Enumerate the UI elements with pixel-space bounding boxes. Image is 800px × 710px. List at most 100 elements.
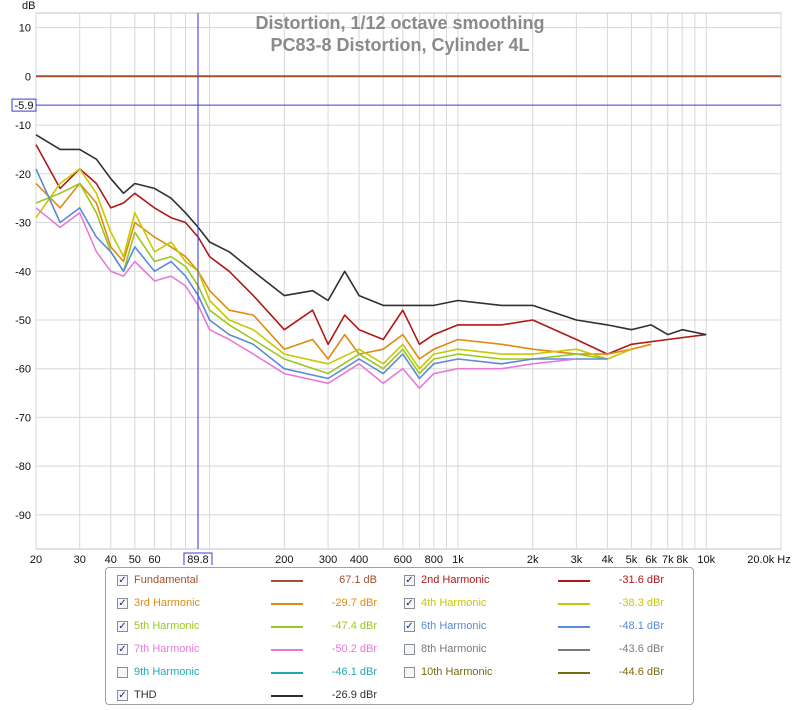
x-axis: 20 30 40 50 60 200 300 400 600 800 1k 2k 3k 4k 5k 6k 7k 8…	[30, 554, 791, 565]
legend-swatch	[558, 649, 590, 651]
x-tick-label: 5k	[626, 554, 638, 565]
legend-checkbox[interactable]	[117, 667, 128, 678]
legend-checkbox[interactable]: ✓	[117, 690, 128, 701]
legend-swatch	[271, 695, 303, 697]
x-tick-label: 300	[319, 554, 337, 565]
x-tick-label: 10k	[697, 554, 715, 565]
legend-value: -44.6 dBr	[618, 666, 664, 678]
plot-area	[35, 12, 782, 550]
x-tick-label: 30	[74, 554, 86, 565]
legend-checkbox[interactable]: ✓	[117, 621, 128, 632]
legend-swatch	[558, 626, 590, 628]
y-tick-label: -80	[15, 461, 31, 473]
y-axis-label: dB	[22, 0, 35, 12]
legend-item-4th-harmonic[interactable]: ✓ 4th Harmonic -38.3 dBr	[404, 597, 684, 613]
legend-item-9th-harmonic[interactable]: 9th Harmonic -46.1 dBr	[117, 666, 397, 682]
x-tick-label: 60	[148, 554, 160, 565]
legend-item-2nd-harmonic[interactable]: ✓ 2nd Harmonic -31.6 dBr	[404, 574, 684, 590]
y-tick-label: 10	[19, 23, 31, 35]
series-line-6th-harmonic	[35, 168, 608, 380]
grid	[35, 13, 782, 549]
y-tick-label: -70	[15, 412, 31, 424]
x-tick-label: 4k	[602, 554, 614, 565]
legend-label: 4th Harmonic	[421, 597, 487, 609]
legend-value: -50.2 dBr	[331, 643, 377, 655]
cursor-y-label: -5.9	[15, 100, 34, 112]
legend-swatch	[558, 580, 590, 582]
legend-item-6th-harmonic[interactable]: ✓ 6th Harmonic -48.1 dBr	[404, 620, 684, 636]
legend-checkbox[interactable]: ✓	[404, 575, 415, 586]
x-tick-label: 3k	[571, 554, 583, 565]
legend-label: 2nd Harmonic	[421, 574, 490, 586]
legend-swatch	[558, 672, 590, 674]
legend-item-3rd-harmonic[interactable]: ✓ 3rd Harmonic -29.7 dBr	[117, 597, 397, 613]
x-tick-label: 600	[394, 554, 412, 565]
y-tick-label: -20	[15, 169, 31, 181]
x-tick-label: 6k	[645, 554, 657, 565]
legend-label: 10th Harmonic	[421, 666, 493, 678]
legend-swatch	[271, 649, 303, 651]
x-tick-label: 40	[105, 554, 117, 565]
legend-swatch	[271, 672, 303, 674]
cursor-y-box	[11, 98, 37, 112]
series-line-thd	[35, 134, 707, 336]
x-tick-label: 8k	[676, 554, 688, 565]
legend: ✓ Fundamental 67.1 dB ✓ 2nd Harmonic -31.6 dB…	[105, 567, 694, 705]
series-line-2nd-harmonic	[35, 144, 707, 355]
series-line-3rd-harmonic	[35, 182, 652, 360]
series-line-4th-harmonic	[35, 168, 632, 370]
y-tick-label: -90	[15, 510, 31, 522]
x-tick-label: 50	[129, 554, 141, 565]
legend-value: -38.3 dBr	[618, 597, 664, 609]
legend-value: -29.7 dBr	[331, 597, 377, 609]
x-tick-label: 400	[350, 554, 368, 565]
legend-label: THD	[134, 689, 157, 701]
chart-subtitle: PC83-8 Distortion, Cylinder 4L	[270, 35, 529, 55]
x-tick-label: 800	[425, 554, 443, 565]
legend-label: 6th Harmonic	[421, 620, 487, 632]
legend-swatch	[271, 626, 303, 628]
cursor-x-label: 89.8	[187, 554, 208, 565]
chart-title: Distortion, 1/12 octave smoothing	[255, 13, 544, 33]
y-tick-label: -10	[15, 120, 31, 132]
y-tick-label: -30	[15, 218, 31, 230]
x-tick-label: 20.0k Hz	[747, 554, 790, 565]
legend-checkbox[interactable]: ✓	[117, 575, 128, 586]
distortion-chart: 10 0 -10 -20 -30 -40 -50 -60 -70 -80 -90 20 30 40 50 6…	[11, 0, 791, 565]
legend-label: Fundamental	[134, 574, 199, 586]
legend-swatch	[271, 580, 303, 582]
legend-item-fundamental[interactable]: ✓ Fundamental 67.1 dB	[117, 574, 397, 590]
x-tick-label: 20	[30, 554, 42, 565]
legend-checkbox[interactable]: ✓	[404, 621, 415, 632]
legend-label: 3rd Harmonic	[134, 597, 201, 609]
legend-checkbox[interactable]: ✓	[117, 644, 128, 655]
legend-item-10th-harmonic[interactable]: 10th Harmonic -44.6 dBr	[404, 666, 684, 682]
y-tick-label: -50	[15, 315, 31, 327]
legend-checkbox[interactable]	[404, 667, 415, 678]
x-tick-label: 1k	[452, 554, 464, 565]
y-tick-label: 0	[25, 71, 31, 83]
legend-value: -46.1 dBr	[331, 666, 377, 678]
legend-checkbox[interactable]: ✓	[404, 598, 415, 609]
x-tick-label: 7k	[662, 554, 674, 565]
legend-item-7th-harmonic[interactable]: ✓ 7th Harmonic -50.2 dBr	[117, 643, 397, 659]
legend-value: -26.9 dBr	[331, 689, 377, 701]
x-tick-label: 200	[275, 554, 293, 565]
y-tick-label: -40	[15, 266, 31, 278]
series-lines	[35, 75, 781, 390]
y-axis: 10 0 -10 -20 -30 -40 -50 -60 -70 -80 -90	[15, 23, 31, 522]
legend-value: -47.4 dBr	[331, 620, 377, 632]
legend-item-thd[interactable]: ✓ THD -26.9 dBr	[117, 689, 397, 705]
legend-item-5th-harmonic[interactable]: ✓ 5th Harmonic -47.4 dBr	[117, 620, 397, 636]
legend-label: 8th Harmonic	[421, 643, 487, 655]
legend-value: -31.6 dBr	[618, 574, 664, 586]
cursor[interactable]: -5.9 89.8	[11, 13, 781, 565]
legend-label: 5th Harmonic	[134, 620, 200, 632]
x-tick-label: 2k	[527, 554, 539, 565]
legend-checkbox[interactable]	[404, 644, 415, 655]
legend-value: 67.1 dB	[339, 574, 377, 586]
legend-checkbox[interactable]: ✓	[117, 598, 128, 609]
legend-label: 7th Harmonic	[134, 643, 200, 655]
legend-item-8th-harmonic[interactable]: 8th Harmonic -43.6 dBr	[404, 643, 684, 659]
legend-label: 9th Harmonic	[134, 666, 200, 678]
